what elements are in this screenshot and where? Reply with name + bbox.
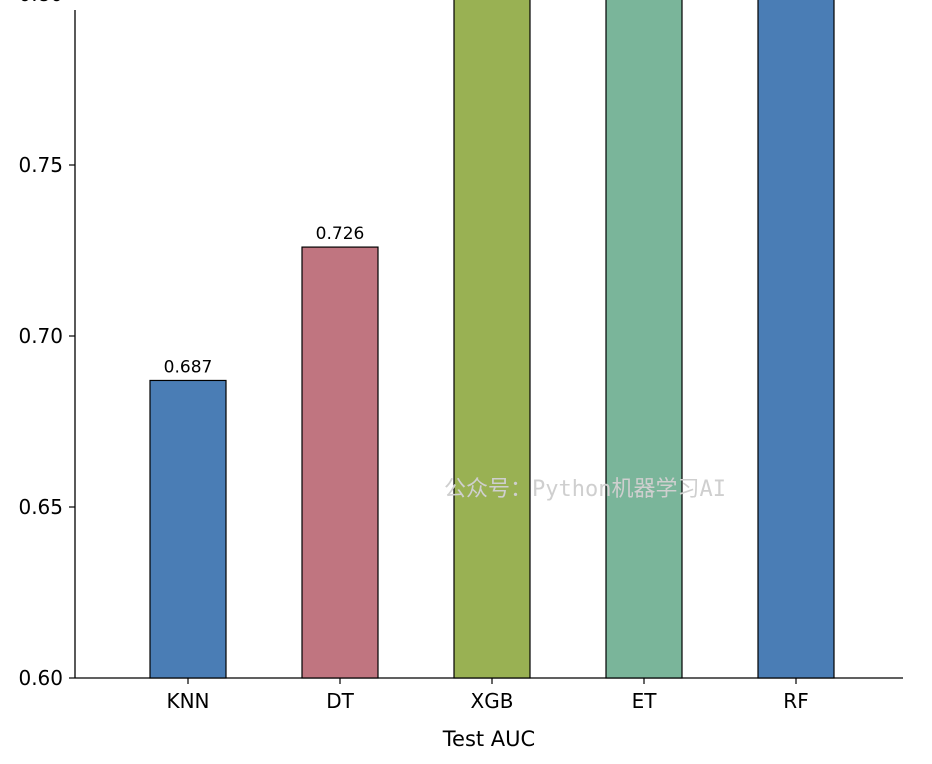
- x-tick-label: KNN: [166, 689, 209, 713]
- y-tick-label: 0.75: [18, 153, 63, 177]
- bar-rf: [757, 0, 835, 679]
- bar-dt: [301, 246, 379, 679]
- x-tick-label: ET: [632, 689, 658, 713]
- bar-xgb: [453, 0, 531, 679]
- x-tick-label: XGB: [471, 689, 514, 713]
- bar-value-label: 0.687: [164, 357, 213, 377]
- bar-knn: [149, 379, 227, 679]
- watermark-text: 公众号：Python机器学习AI: [444, 477, 726, 502]
- x-tick-label: DT: [326, 689, 354, 713]
- x-tick-label: RF: [783, 689, 808, 713]
- bar-et: [605, 0, 683, 679]
- y-tick-label: 0.65: [18, 495, 63, 519]
- y-tick-label: 0.80: [18, 0, 63, 6]
- y-tick-label: 0.60: [18, 666, 63, 690]
- x-axis-label: Test AUC: [442, 727, 535, 751]
- y-tick-label: 0.70: [18, 324, 63, 348]
- bar-value-label: 0.726: [316, 224, 365, 244]
